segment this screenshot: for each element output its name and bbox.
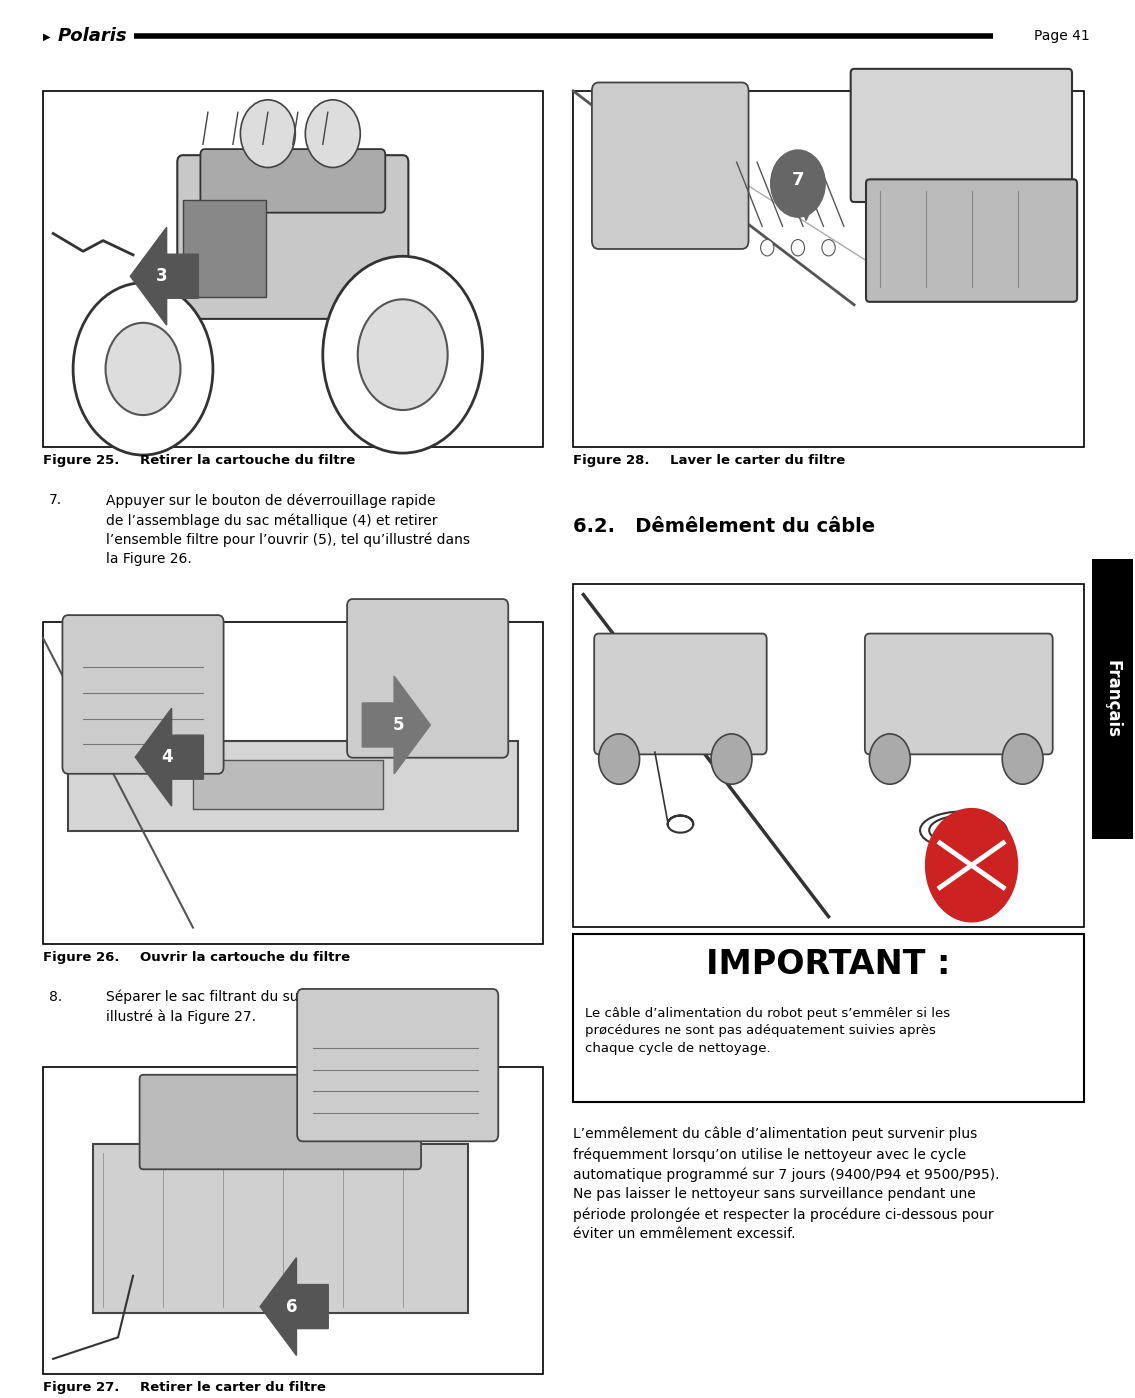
Text: 8.: 8.	[49, 990, 62, 1004]
Text: Figure 28.: Figure 28.	[573, 454, 649, 467]
Circle shape	[73, 282, 213, 456]
FancyBboxPatch shape	[851, 69, 1071, 201]
Bar	[93, 1144, 468, 1313]
Text: 6: 6	[286, 1297, 297, 1316]
Circle shape	[241, 99, 295, 168]
Text: Le câble d’alimentation du robot peut s’emmêler si les
prøcédures ne sont pas ad: Le câble d’alimentation du robot peut s’…	[585, 1007, 950, 1054]
Text: 3: 3	[157, 267, 168, 285]
FancyBboxPatch shape	[140, 1075, 421, 1169]
Polygon shape	[135, 709, 203, 807]
Text: Appuyer sur le bouton de déverrouillage rapide
de l’assemblage du sac métallique: Appuyer sur le bouton de déverrouillage …	[106, 493, 470, 566]
Circle shape	[106, 323, 180, 415]
Bar	[43, 622, 543, 944]
Text: ▶: ▶	[43, 31, 51, 42]
Text: Retirer la cartouche du filtre: Retirer la cartouche du filtre	[140, 454, 355, 467]
Text: 5: 5	[393, 716, 404, 734]
Text: L’emmêlement du câble d’alimentation peut survenir plus
fréquemment lorsqu’on ut: L’emmêlement du câble d’alimentation peu…	[573, 1127, 1000, 1241]
Polygon shape	[798, 197, 817, 221]
Bar	[193, 761, 382, 808]
Bar	[573, 934, 1084, 1102]
Circle shape	[822, 239, 835, 256]
Bar	[1092, 559, 1133, 839]
Text: 7: 7	[791, 171, 805, 189]
FancyBboxPatch shape	[177, 155, 409, 319]
Bar	[573, 91, 1084, 447]
Text: Séparer le sac filtrant du support du filtre (6), comme
illustré à la Figure 27.: Séparer le sac filtrant du support du fi…	[106, 990, 479, 1023]
Text: Français: Français	[1103, 660, 1121, 738]
Circle shape	[869, 734, 910, 784]
Circle shape	[926, 808, 1018, 921]
Circle shape	[599, 734, 639, 784]
Bar	[573, 584, 1084, 927]
Text: Figure 27.: Figure 27.	[43, 1381, 119, 1394]
Text: 4: 4	[161, 748, 173, 766]
FancyBboxPatch shape	[595, 633, 767, 755]
Text: Page 41: Page 41	[1034, 29, 1090, 43]
Text: Polaris: Polaris	[58, 28, 127, 45]
Text: Figure 25.: Figure 25.	[43, 454, 119, 467]
FancyBboxPatch shape	[297, 988, 498, 1141]
Polygon shape	[260, 1258, 328, 1356]
Text: 7.: 7.	[49, 493, 62, 507]
Text: IMPORTANT :: IMPORTANT :	[706, 948, 951, 981]
Circle shape	[771, 150, 825, 217]
FancyBboxPatch shape	[62, 615, 224, 773]
FancyBboxPatch shape	[865, 633, 1053, 755]
Circle shape	[358, 299, 447, 410]
FancyBboxPatch shape	[183, 200, 267, 296]
FancyBboxPatch shape	[866, 179, 1077, 302]
Circle shape	[1002, 734, 1043, 784]
Polygon shape	[362, 677, 430, 774]
Bar	[43, 91, 543, 447]
Text: 6.2.   Dêmêlement du câble: 6.2. Dêmêlement du câble	[573, 517, 875, 537]
Text: Ouvrir la cartouche du filtre: Ouvrir la cartouche du filtre	[140, 951, 350, 963]
Text: Figure 26.: Figure 26.	[43, 951, 119, 963]
Circle shape	[305, 99, 360, 168]
Bar	[68, 741, 518, 830]
Text: Retirer le carter du filtre: Retirer le carter du filtre	[140, 1381, 326, 1394]
Circle shape	[712, 734, 751, 784]
Bar	[43, 1067, 543, 1374]
FancyBboxPatch shape	[592, 82, 749, 249]
FancyBboxPatch shape	[201, 150, 385, 212]
Text: Laver le carter du filtre: Laver le carter du filtre	[670, 454, 844, 467]
FancyBboxPatch shape	[347, 598, 508, 758]
Circle shape	[760, 239, 774, 256]
Polygon shape	[131, 228, 199, 326]
Circle shape	[322, 256, 482, 453]
Circle shape	[791, 239, 805, 256]
